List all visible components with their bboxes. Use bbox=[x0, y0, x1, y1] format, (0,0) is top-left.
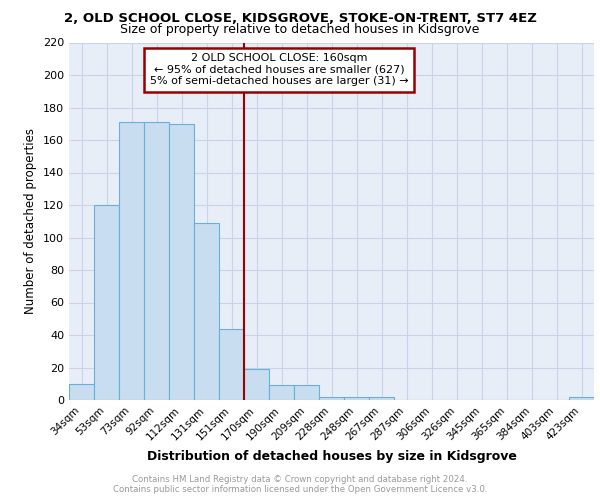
Bar bbox=[119, 122, 144, 400]
Bar bbox=[344, 397, 369, 400]
Bar bbox=[569, 397, 594, 400]
Y-axis label: Number of detached properties: Number of detached properties bbox=[25, 128, 37, 314]
X-axis label: Distribution of detached houses by size in Kidsgrove: Distribution of detached houses by size … bbox=[146, 450, 517, 463]
Bar bbox=[269, 386, 294, 400]
Bar bbox=[144, 122, 169, 400]
Bar bbox=[319, 397, 344, 400]
Text: 2, OLD SCHOOL CLOSE, KIDSGROVE, STOKE-ON-TRENT, ST7 4EZ: 2, OLD SCHOOL CLOSE, KIDSGROVE, STOKE-ON… bbox=[64, 12, 536, 26]
Bar bbox=[369, 397, 394, 400]
Text: Size of property relative to detached houses in Kidsgrove: Size of property relative to detached ho… bbox=[121, 22, 479, 36]
Bar bbox=[194, 223, 219, 400]
Bar bbox=[69, 384, 94, 400]
Bar bbox=[294, 386, 319, 400]
Bar bbox=[169, 124, 194, 400]
Text: 2 OLD SCHOOL CLOSE: 160sqm
← 95% of detached houses are smaller (627)
5% of semi: 2 OLD SCHOOL CLOSE: 160sqm ← 95% of deta… bbox=[149, 53, 409, 86]
Text: Contains HM Land Registry data © Crown copyright and database right 2024.
Contai: Contains HM Land Registry data © Crown c… bbox=[113, 474, 487, 494]
Bar bbox=[94, 205, 119, 400]
Bar bbox=[244, 369, 269, 400]
Bar bbox=[219, 328, 244, 400]
